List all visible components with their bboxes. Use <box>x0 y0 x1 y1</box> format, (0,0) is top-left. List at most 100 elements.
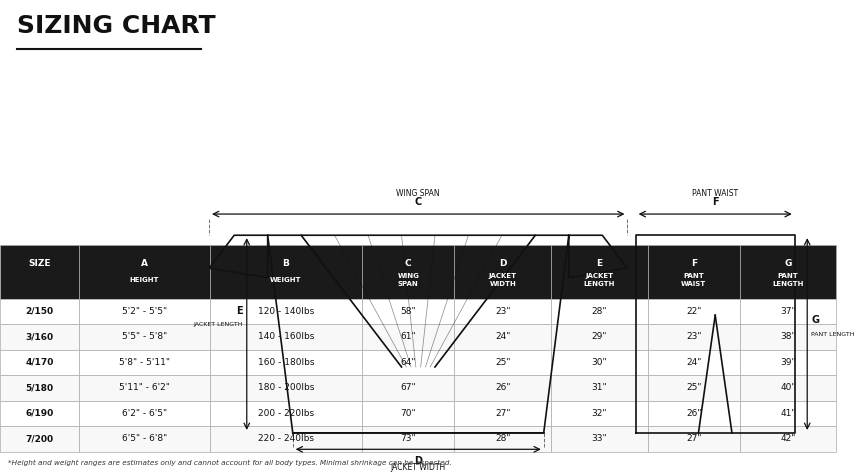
Text: 5'8" - 5'11": 5'8" - 5'11" <box>119 358 169 367</box>
Text: 26": 26" <box>686 409 702 418</box>
Bar <box>551 350 648 375</box>
Text: 24": 24" <box>495 332 511 341</box>
Text: F: F <box>712 197 718 207</box>
Bar <box>648 401 740 426</box>
Bar <box>210 324 362 350</box>
Bar <box>0 375 79 401</box>
Text: 70": 70" <box>401 409 416 418</box>
Text: 6'2" - 6'5": 6'2" - 6'5" <box>122 409 167 418</box>
Text: G: G <box>784 259 792 268</box>
Text: 2/150: 2/150 <box>25 307 53 316</box>
Bar <box>210 299 362 324</box>
Text: 5/180: 5/180 <box>25 383 53 392</box>
Bar <box>0 245 79 299</box>
Text: 6'5" - 6'8": 6'5" - 6'8" <box>121 434 167 443</box>
Bar <box>454 350 551 375</box>
Bar <box>740 350 837 375</box>
Bar <box>210 401 362 426</box>
Bar <box>454 426 551 452</box>
Text: 220 - 240lbs: 220 - 240lbs <box>258 434 314 443</box>
Text: *Height and weight ranges are estimates only and cannot account for all body typ: *Height and weight ranges are estimates … <box>9 460 452 466</box>
Text: HEIGHT: HEIGHT <box>130 277 159 283</box>
Bar <box>362 375 454 401</box>
Bar <box>0 299 79 324</box>
Bar <box>551 426 648 452</box>
Bar <box>740 375 837 401</box>
Bar <box>551 299 648 324</box>
Bar <box>648 324 740 350</box>
Bar <box>454 299 551 324</box>
Text: WING
SPAN: WING SPAN <box>397 273 419 287</box>
Bar <box>79 350 210 375</box>
Text: SIZE: SIZE <box>28 259 51 268</box>
Bar <box>0 401 79 426</box>
Bar <box>210 375 362 401</box>
Text: 26": 26" <box>495 383 511 392</box>
Text: 40": 40" <box>781 383 796 392</box>
Bar <box>362 324 454 350</box>
Bar <box>0 324 79 350</box>
Text: 27": 27" <box>495 409 511 418</box>
Text: E: E <box>596 259 602 268</box>
Bar <box>362 245 454 299</box>
Text: 25": 25" <box>686 383 702 392</box>
Text: 7/200: 7/200 <box>25 434 53 443</box>
Bar <box>362 350 454 375</box>
Text: 33": 33" <box>592 434 607 443</box>
Bar <box>0 350 79 375</box>
Text: 140 - 160lbs: 140 - 160lbs <box>258 332 314 341</box>
Text: 41": 41" <box>781 409 796 418</box>
Bar <box>210 426 362 452</box>
Text: 73": 73" <box>401 434 416 443</box>
Text: 42": 42" <box>781 434 796 443</box>
Bar <box>79 245 210 299</box>
Bar <box>79 324 210 350</box>
Text: 61": 61" <box>401 332 416 341</box>
Bar <box>79 375 210 401</box>
Bar <box>454 401 551 426</box>
Text: 6/190: 6/190 <box>25 409 53 418</box>
Bar <box>551 324 648 350</box>
Text: 23": 23" <box>495 307 511 316</box>
Text: 31": 31" <box>592 383 607 392</box>
Text: 38": 38" <box>780 332 796 341</box>
Bar <box>454 324 551 350</box>
Text: 28": 28" <box>495 434 511 443</box>
Text: PANT
LENGTH: PANT LENGTH <box>772 273 804 287</box>
Text: B: B <box>283 259 290 268</box>
Text: E: E <box>236 306 243 316</box>
Text: F: F <box>691 259 697 268</box>
Bar <box>740 245 837 299</box>
Text: 5'2" - 5'5": 5'2" - 5'5" <box>122 307 167 316</box>
Bar <box>740 324 837 350</box>
Bar <box>362 299 454 324</box>
Text: D: D <box>415 456 422 466</box>
Text: PANT WAIST: PANT WAIST <box>692 189 738 198</box>
Bar <box>648 245 740 299</box>
Bar <box>79 426 210 452</box>
Text: 29": 29" <box>592 332 607 341</box>
Text: 39": 39" <box>780 358 796 367</box>
Text: A: A <box>141 259 148 268</box>
Bar <box>454 375 551 401</box>
Bar <box>0 426 79 452</box>
Text: JACKET
WIDTH: JACKET WIDTH <box>488 273 517 287</box>
Bar <box>210 245 362 299</box>
Text: 120 - 140lbs: 120 - 140lbs <box>258 307 314 316</box>
Text: 37": 37" <box>780 307 796 316</box>
Text: 5'11" - 6'2": 5'11" - 6'2" <box>119 383 169 392</box>
Text: 58": 58" <box>401 307 416 316</box>
Bar <box>740 401 837 426</box>
Text: 3/160: 3/160 <box>25 332 53 341</box>
Text: 4/170: 4/170 <box>25 358 53 367</box>
Text: 160 - 180lbs: 160 - 180lbs <box>258 358 314 367</box>
Text: 25": 25" <box>495 358 511 367</box>
Text: 27": 27" <box>686 434 702 443</box>
Bar <box>79 299 210 324</box>
Text: JACKET WIDTH: JACKET WIDTH <box>390 464 445 473</box>
Bar <box>740 426 837 452</box>
Bar <box>362 426 454 452</box>
Text: C: C <box>415 197 422 207</box>
Text: WING SPAN: WING SPAN <box>396 189 440 198</box>
Bar <box>362 401 454 426</box>
